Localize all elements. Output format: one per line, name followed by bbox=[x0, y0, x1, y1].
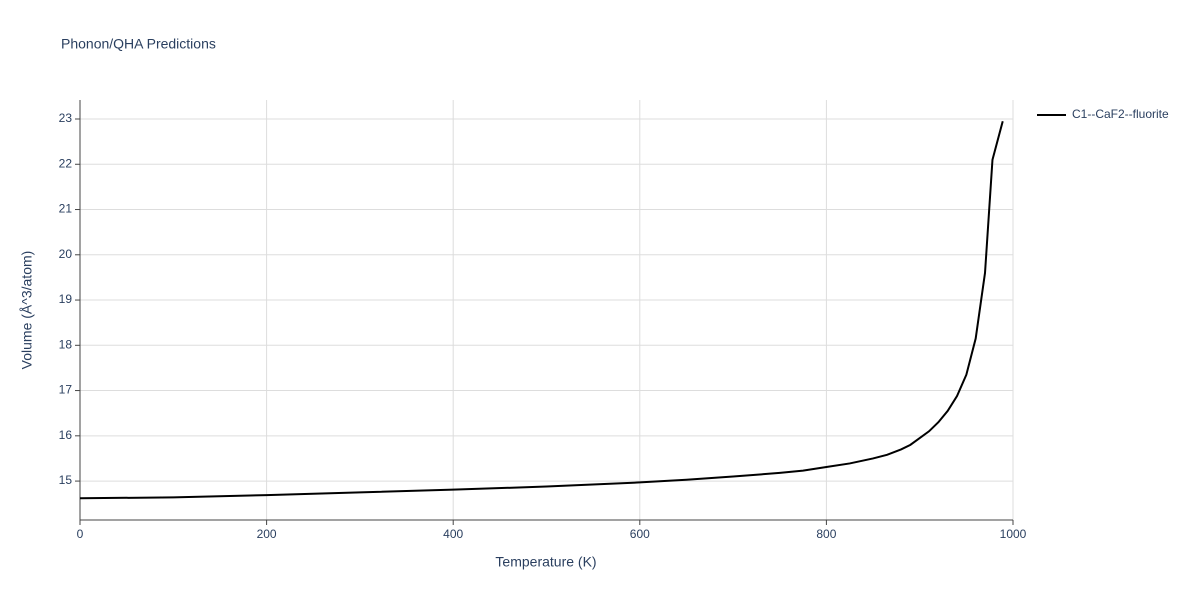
y-tick-label: 21 bbox=[59, 202, 73, 216]
y-tick-label: 23 bbox=[59, 111, 73, 125]
y-tick-label: 19 bbox=[59, 292, 73, 306]
x-tick-label: 1000 bbox=[1000, 527, 1027, 541]
x-tick-label: 400 bbox=[443, 527, 463, 541]
x-tick-label: 800 bbox=[816, 527, 836, 541]
y-axis-label: Volume (Å^3/atom) bbox=[19, 251, 35, 370]
y-tick-label: 20 bbox=[59, 247, 73, 261]
x-tick-label: 0 bbox=[77, 527, 84, 541]
x-tick-label: 200 bbox=[257, 527, 277, 541]
x-tick-label: 600 bbox=[630, 527, 650, 541]
x-axis-label: Temperature (K) bbox=[495, 554, 596, 570]
y-tick-label: 15 bbox=[59, 473, 73, 487]
y-tick-label: 18 bbox=[59, 337, 73, 351]
y-tick-label: 16 bbox=[59, 428, 73, 442]
y-tick-label: 22 bbox=[59, 156, 73, 170]
chart-title: Phonon/QHA Predictions bbox=[61, 36, 216, 52]
y-tick-label: 17 bbox=[59, 383, 73, 397]
legend-label: C1--CaF2--fluorite bbox=[1072, 107, 1169, 121]
line bbox=[79, 121, 1004, 500]
